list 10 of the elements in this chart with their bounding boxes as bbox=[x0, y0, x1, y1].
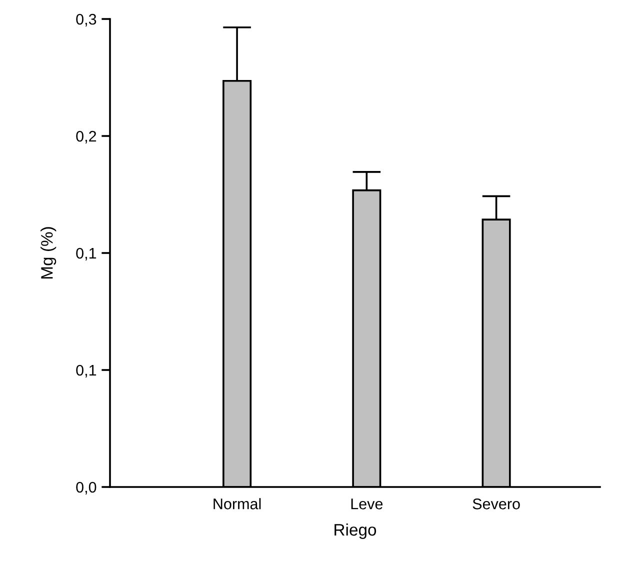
y-tick-label: 0,1 bbox=[76, 364, 96, 378]
y-tick-label: 0,0 bbox=[76, 482, 96, 494]
y-axis-title: Mg (%) bbox=[40, 227, 56, 278]
y-tick-label: 0,2 bbox=[76, 130, 96, 144]
x-axis-title: Riego bbox=[334, 523, 376, 539]
y-tick-label: 0,3 bbox=[76, 14, 96, 26]
x-tick-label: Severo bbox=[472, 498, 520, 510]
x-tick-label: Leve bbox=[351, 498, 383, 510]
y-tick-label: 0,1 bbox=[76, 248, 96, 260]
x-tick-label: Normal bbox=[214, 498, 261, 510]
